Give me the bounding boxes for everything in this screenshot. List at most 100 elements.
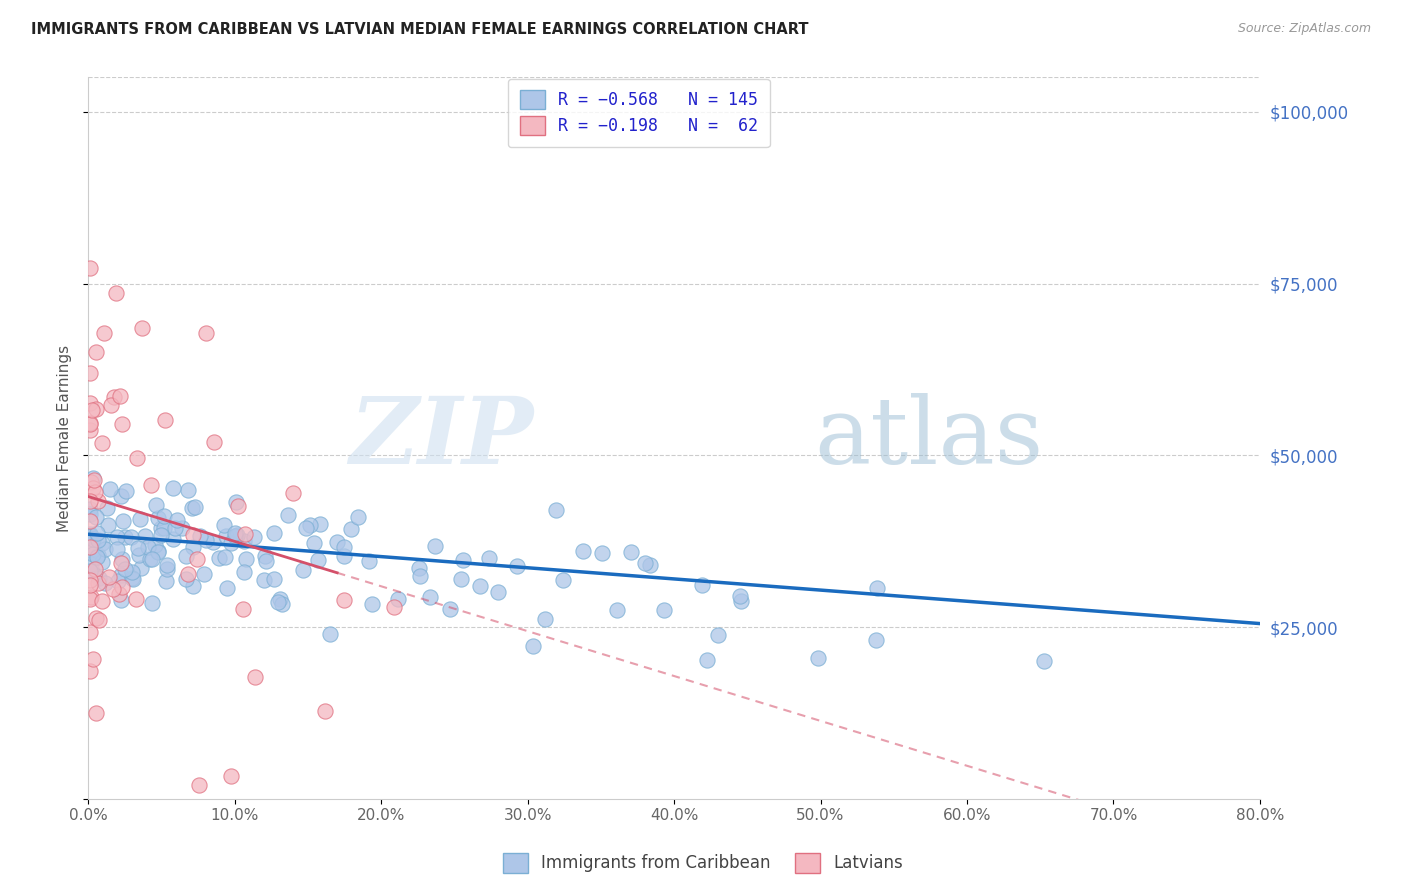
Point bbox=[80, 558, 103, 572]
Point bbox=[232, 602, 254, 616]
Point bbox=[101, 582, 124, 596]
Point bbox=[242, 530, 264, 544]
Point bbox=[128, 511, 150, 525]
Text: Source: ZipAtlas.com: Source: ZipAtlas.com bbox=[1237, 22, 1371, 36]
Point bbox=[425, 539, 447, 553]
Point bbox=[153, 521, 176, 535]
Point bbox=[177, 483, 200, 497]
Point bbox=[156, 558, 179, 573]
Point bbox=[93, 541, 115, 556]
Point bbox=[111, 580, 134, 594]
Point bbox=[79, 574, 101, 588]
Point bbox=[110, 556, 132, 570]
Legend: R = −0.568   N = 145, R = −0.198   N =  62: R = −0.568 N = 145, R = −0.198 N = 62 bbox=[508, 78, 769, 147]
Point bbox=[214, 550, 236, 565]
Point bbox=[486, 585, 509, 599]
Point bbox=[181, 501, 204, 516]
Point bbox=[98, 570, 121, 584]
Point bbox=[79, 664, 101, 678]
Point bbox=[153, 413, 176, 427]
Point bbox=[93, 326, 115, 340]
Point bbox=[79, 578, 101, 592]
Point bbox=[79, 514, 101, 528]
Point bbox=[302, 536, 325, 550]
Point bbox=[162, 481, 184, 495]
Point bbox=[270, 597, 292, 611]
Point bbox=[360, 597, 382, 611]
Point bbox=[87, 575, 110, 590]
Point bbox=[104, 285, 127, 300]
Point bbox=[281, 485, 304, 500]
Point bbox=[165, 521, 187, 535]
Point bbox=[91, 556, 114, 570]
Point bbox=[91, 536, 114, 550]
Point bbox=[439, 601, 461, 615]
Point bbox=[183, 500, 205, 514]
Point bbox=[195, 533, 218, 548]
Point bbox=[176, 567, 198, 582]
Point bbox=[194, 326, 217, 340]
Point bbox=[340, 522, 363, 536]
Point bbox=[152, 509, 174, 524]
Text: atlas: atlas bbox=[814, 393, 1043, 483]
Point bbox=[111, 417, 134, 431]
Point bbox=[127, 450, 149, 465]
Point bbox=[84, 510, 107, 524]
Point bbox=[103, 390, 125, 404]
Point bbox=[263, 526, 285, 541]
Point bbox=[105, 541, 128, 556]
Point bbox=[79, 592, 101, 607]
Point bbox=[107, 574, 129, 588]
Point bbox=[225, 495, 247, 509]
Point bbox=[148, 545, 170, 559]
Point bbox=[89, 571, 111, 585]
Point bbox=[728, 589, 751, 603]
Point bbox=[80, 529, 103, 543]
Point bbox=[174, 572, 197, 586]
Point bbox=[166, 513, 188, 527]
Point bbox=[333, 540, 356, 554]
Point bbox=[155, 574, 177, 589]
Point bbox=[1033, 654, 1056, 668]
Point bbox=[387, 592, 409, 607]
Point bbox=[121, 571, 143, 585]
Point bbox=[79, 260, 101, 275]
Point bbox=[111, 552, 134, 566]
Y-axis label: Median Female Earnings: Median Female Earnings bbox=[58, 344, 72, 532]
Point bbox=[79, 417, 101, 431]
Point bbox=[86, 550, 108, 565]
Point bbox=[232, 565, 254, 579]
Point bbox=[409, 569, 432, 583]
Point bbox=[534, 612, 557, 626]
Point bbox=[696, 653, 718, 667]
Point bbox=[79, 475, 101, 490]
Point bbox=[80, 590, 103, 604]
Point bbox=[82, 564, 104, 578]
Point bbox=[193, 566, 215, 581]
Point bbox=[235, 552, 257, 566]
Point bbox=[162, 532, 184, 546]
Point bbox=[215, 529, 238, 543]
Point bbox=[181, 579, 204, 593]
Point bbox=[131, 561, 153, 575]
Point bbox=[478, 550, 501, 565]
Point bbox=[141, 596, 163, 610]
Point bbox=[233, 526, 256, 541]
Point bbox=[115, 483, 138, 498]
Text: ZIP: ZIP bbox=[349, 393, 533, 483]
Point bbox=[121, 565, 143, 579]
Point bbox=[114, 530, 136, 544]
Point bbox=[308, 516, 330, 531]
Point bbox=[295, 521, 318, 535]
Point bbox=[110, 592, 132, 607]
Point bbox=[298, 518, 321, 533]
Point bbox=[79, 423, 101, 437]
Point bbox=[139, 478, 162, 492]
Point bbox=[419, 590, 441, 604]
Point bbox=[572, 543, 595, 558]
Point bbox=[114, 562, 136, 576]
Point bbox=[143, 537, 166, 551]
Point bbox=[87, 613, 110, 627]
Point bbox=[112, 514, 135, 528]
Point bbox=[806, 650, 828, 665]
